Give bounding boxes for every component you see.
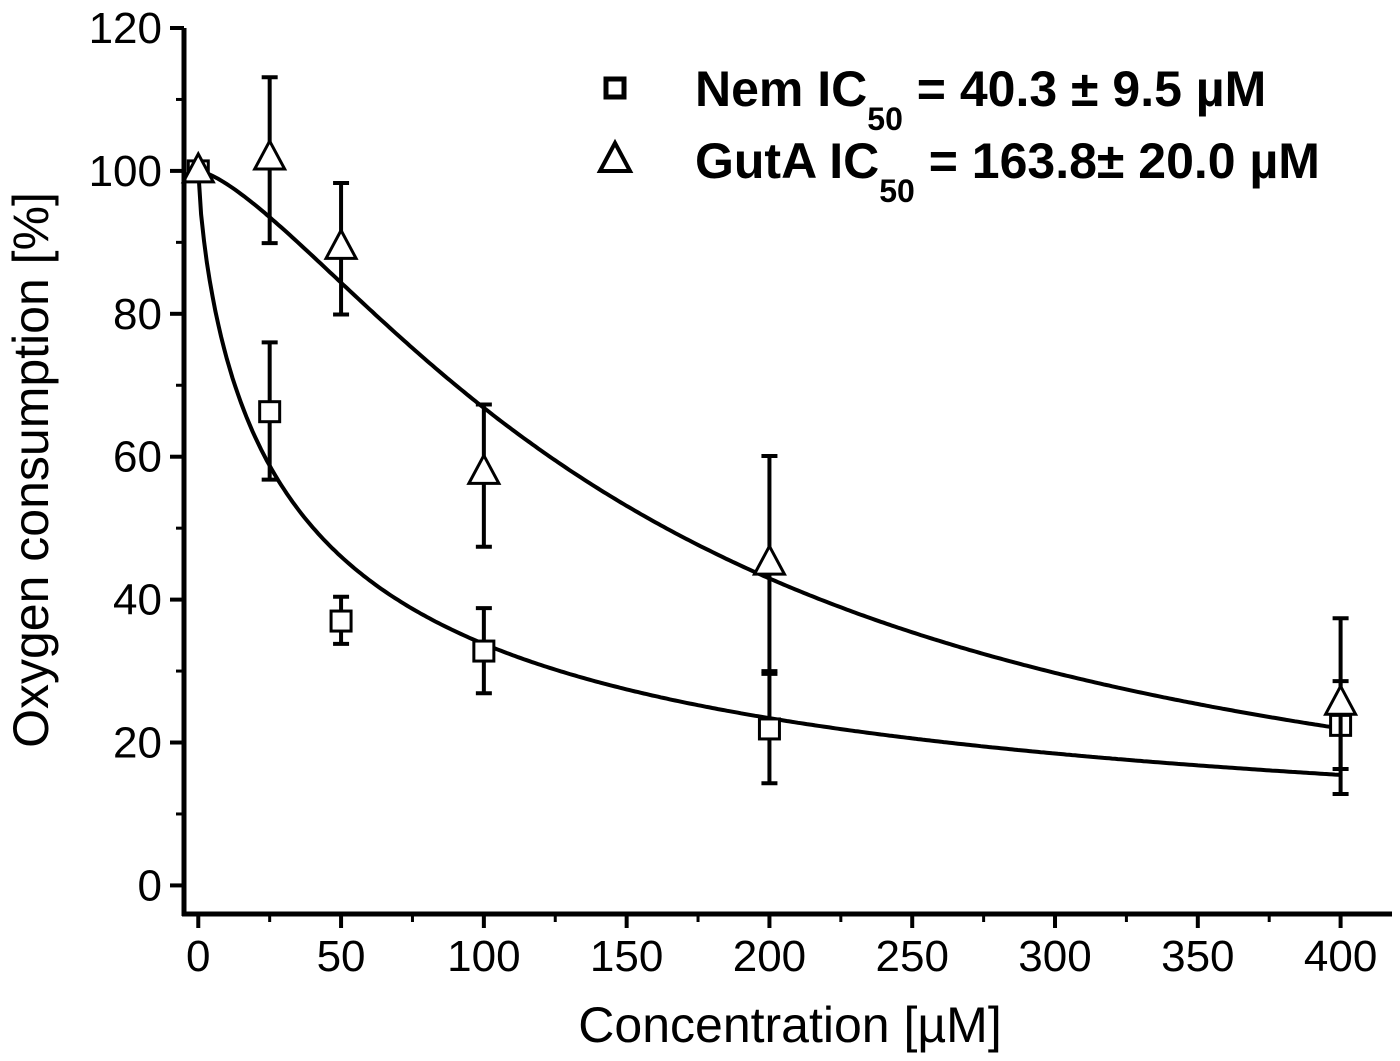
data-point-square (258, 400, 282, 424)
x-tick-label: 100 (447, 932, 520, 981)
x-tick-label: 0 (186, 932, 210, 981)
x-axis-label: Concentration [µM] (578, 997, 1001, 1053)
x-tick-label: 200 (733, 932, 806, 981)
legend-entry-nem: Nem IC50 = 40.3 ± 9.5 µM (695, 61, 1266, 137)
legend-square-marker (603, 76, 627, 100)
x-tick-label: 150 (590, 932, 663, 981)
x-tick-label: 50 (317, 932, 366, 981)
data-point-triangle (466, 452, 502, 485)
data-point-triangle (252, 137, 288, 171)
y-tick-label: 120 (89, 4, 162, 53)
x-tick-label: 300 (1018, 932, 1091, 981)
y-tick-label: 0 (138, 861, 162, 910)
axes: 0 20 40 60 80 100 120 0 50 100 150 200 250 300 350 400 (89, 4, 1392, 981)
y-tick-label: 40 (113, 576, 162, 625)
data-point-triangle (1323, 683, 1359, 716)
y-tick-label: 100 (89, 147, 162, 196)
data-point-triangle (180, 150, 216, 184)
legend-series-name: Nem (695, 61, 817, 117)
x-tick-label: 250 (876, 932, 949, 981)
legend-ic-label: IC (829, 133, 879, 189)
data-point-triangle (323, 227, 359, 260)
data-point-triangle (751, 542, 787, 576)
x-tick-label: 350 (1161, 932, 1234, 981)
y-tick-label: 20 (113, 719, 162, 768)
legend-ic-value: = 40.3 ± 9.5 µM (903, 61, 1266, 117)
x-tick-label: 400 (1304, 932, 1377, 981)
data-points (180, 75, 1359, 796)
y-tick-label: 80 (113, 290, 162, 339)
data-point-square (472, 639, 496, 663)
data-point-square (329, 609, 353, 633)
legend-series-name: GutA (695, 133, 829, 189)
legend-ic-subscript: 50 (867, 101, 903, 137)
data-point-square (757, 717, 781, 741)
y-tick-label: 60 (113, 433, 162, 482)
legend-ic-label: IC (817, 61, 867, 117)
legend-ic-value: = 163.8± 20.0 µM (915, 133, 1320, 189)
legend-ic-subscript: 50 (879, 173, 915, 209)
legend-triangle-marker (596, 138, 634, 173)
legend-entry-guta: GutA IC50 = 163.8± 20.0 µM (695, 133, 1320, 209)
y-axis-label: Oxygen consumption [%] (3, 192, 59, 748)
